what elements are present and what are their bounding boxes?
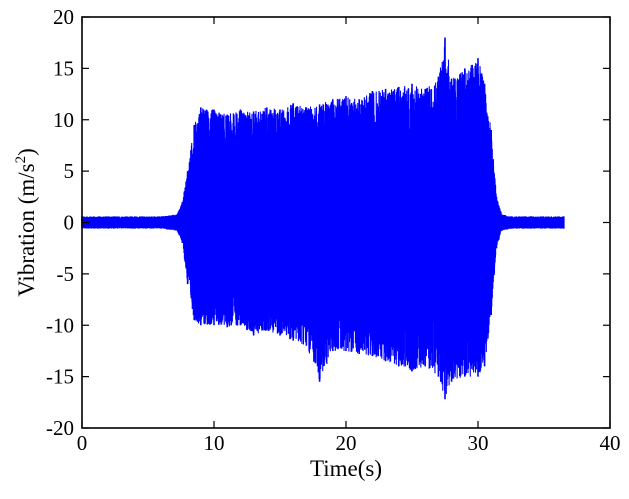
signal-trace [81, 40, 565, 395]
y-axis-label: Vibration (m/s2) [13, 148, 39, 297]
y-tick-label: 10 [53, 108, 74, 132]
y-tick-label: 0 [64, 211, 75, 235]
y-tick-label: 15 [53, 56, 74, 80]
x-tick-label: 40 [600, 431, 621, 455]
y-axis-label-main: Vibration (m/s [14, 163, 39, 296]
y-axis-label-superscript: 2 [13, 156, 29, 164]
x-tick-label: 30 [468, 431, 489, 455]
plot-area [81, 37, 565, 400]
y-tick-label: 20 [53, 5, 74, 29]
x-tick-label: 20 [336, 431, 357, 455]
y-tick-label: -5 [57, 262, 75, 286]
y-tick-label: -10 [46, 313, 74, 337]
x-tick-label: 0 [77, 431, 88, 455]
y-axis-label-end: ) [14, 148, 39, 156]
y-tick-label: -15 [46, 365, 74, 389]
x-tick-label: 10 [204, 431, 225, 455]
y-tick-label: 5 [64, 159, 75, 183]
x-axis-label: Time(s) [310, 456, 382, 481]
y-tick-label: -20 [46, 416, 74, 440]
axis-ticks: 0 10 20 30 40 -20 -15 -10 -5 0 5 10 15 20 [46, 5, 621, 455]
